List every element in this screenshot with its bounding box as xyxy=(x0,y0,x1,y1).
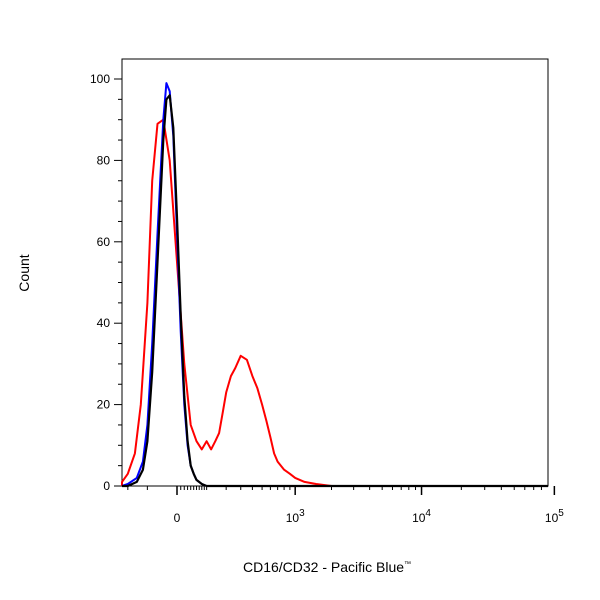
y-tick-label: 100 xyxy=(90,72,110,86)
y-tick-label: 0 xyxy=(103,479,110,493)
x-tick-label: 105 xyxy=(545,508,564,525)
y-axis: 0 20 40 60 80 100 xyxy=(90,72,122,493)
series-layer xyxy=(121,82,548,488)
y-tick-label: 20 xyxy=(97,398,111,412)
series-line-1 xyxy=(121,118,548,487)
series-line-3 xyxy=(122,94,548,488)
x-axis-title-trademark: ™ xyxy=(404,561,411,568)
x-tick-label: 103 xyxy=(286,508,305,525)
x-tick-label: 0 xyxy=(174,511,181,525)
x-axis: 0 103 104 105 xyxy=(127,486,564,525)
x-tick-label: 104 xyxy=(412,508,431,525)
y-tick-label: 80 xyxy=(97,153,111,167)
x-axis-title-text: CD16/CD32 - Pacific Blue xyxy=(243,559,404,575)
y-tick-label: 40 xyxy=(97,316,111,330)
y-tick-label: 60 xyxy=(97,235,111,249)
y-axis-title: Count xyxy=(16,254,32,291)
x-axis-title: CD16/CD32 - Pacific Blue™ xyxy=(243,559,411,575)
